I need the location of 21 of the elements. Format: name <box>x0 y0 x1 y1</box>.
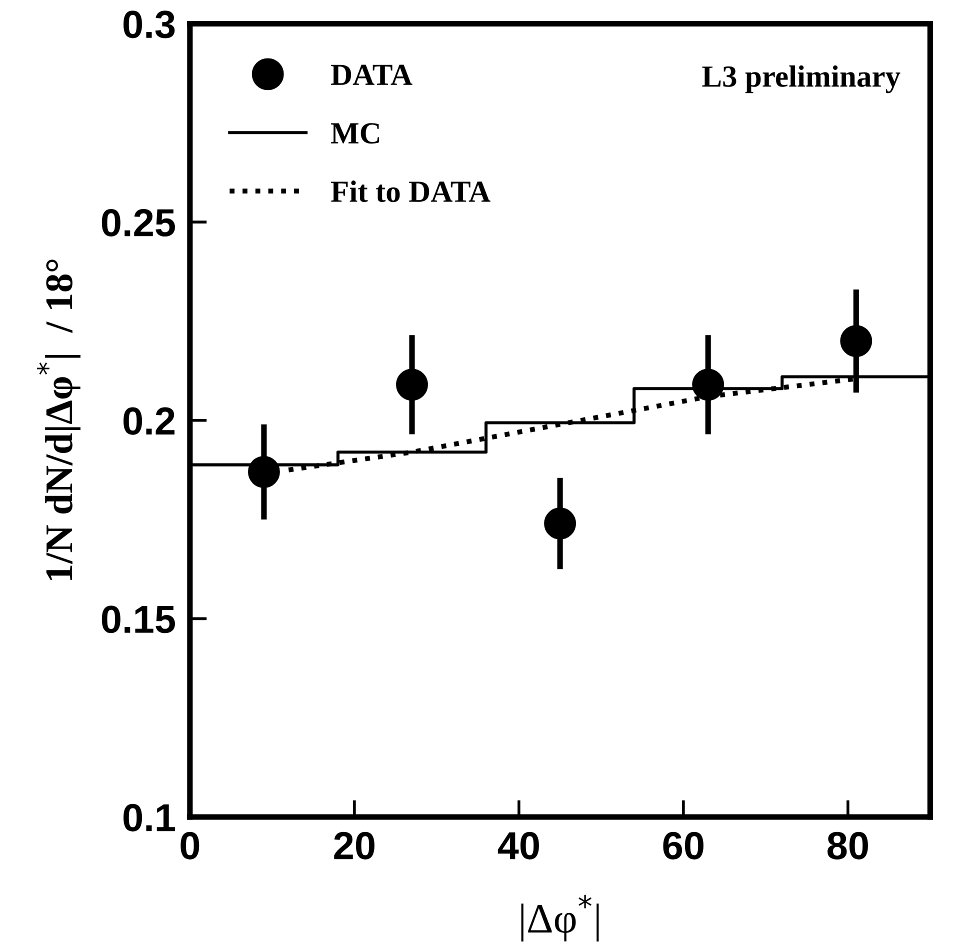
legend-label: MC <box>331 123 380 144</box>
x-tick-label: 0 <box>180 832 200 860</box>
y-tick-label: 0.25 <box>102 209 175 237</box>
x-tick-label: 60 <box>663 832 704 860</box>
point <box>840 325 872 358</box>
x-tick-label: 80 <box>828 832 868 860</box>
legend-label: Fit to DATA <box>331 180 490 202</box>
point <box>396 368 428 401</box>
point <box>248 456 280 488</box>
point <box>544 508 576 540</box>
y-tick-label: 0.3 <box>124 10 175 38</box>
y-tick-label: 0.1 <box>124 804 175 832</box>
y-tick-label: 0.15 <box>102 606 175 634</box>
x-axis-title: |Δφ$^{*}$| <box>521 894 599 942</box>
annotation: L3 preliminary <box>702 65 900 94</box>
x-tick-label: 40 <box>498 832 539 860</box>
point <box>692 368 724 401</box>
x-tick-label: 20 <box>334 832 374 860</box>
legend-label: DATA <box>331 64 412 85</box>
y-axis-title: 1/N dN/d|Δφ$^{*}$| / 18° <box>36 260 80 580</box>
y-tick-label: 0.2 <box>124 407 174 435</box>
